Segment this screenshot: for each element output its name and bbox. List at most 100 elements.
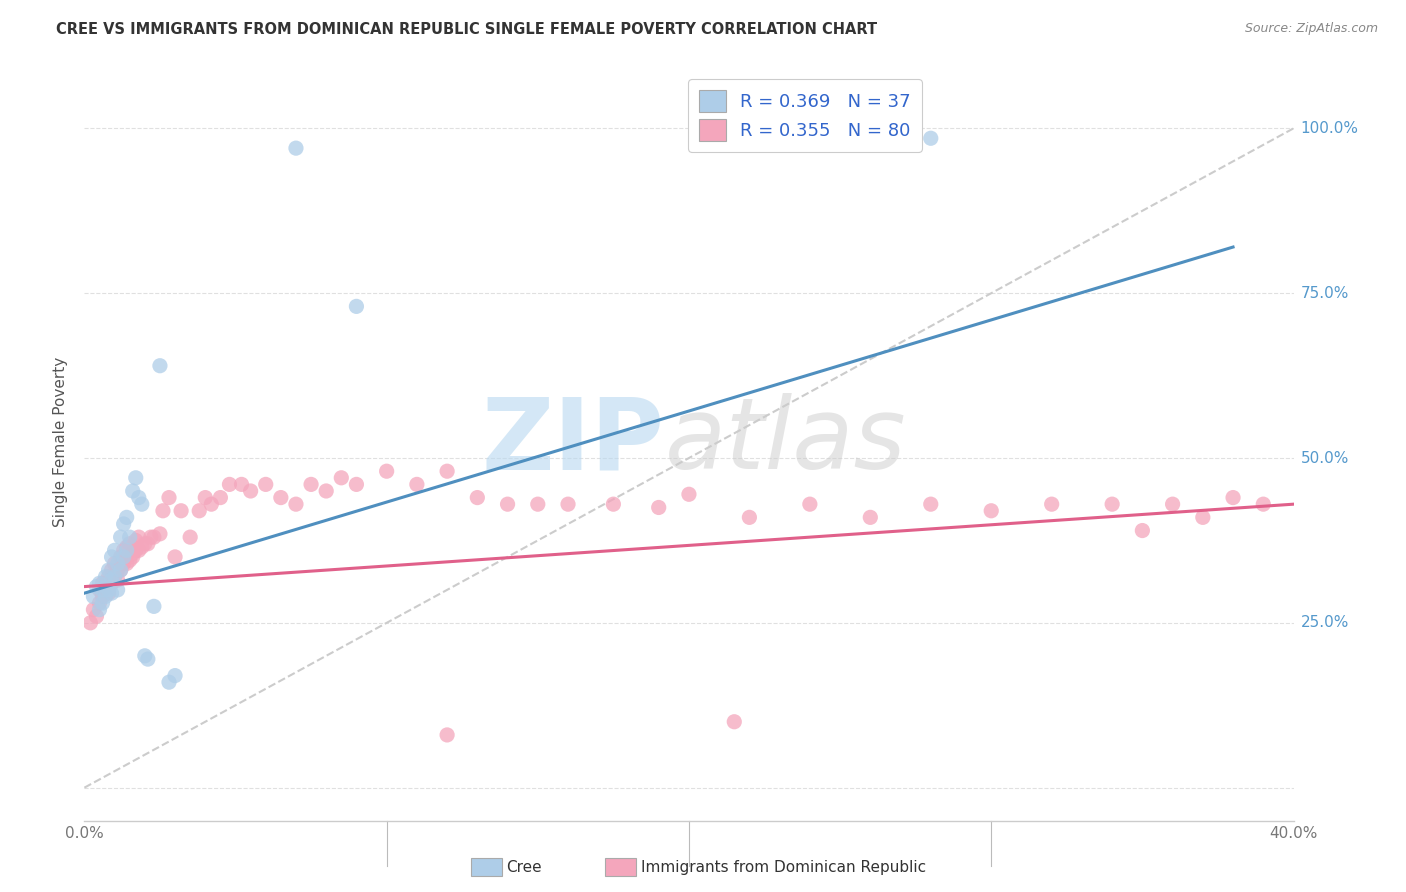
Point	[131, 497, 153, 511]
Point	[115, 540, 138, 554]
Point	[157, 675, 180, 690]
Point	[134, 537, 156, 551]
Point	[91, 576, 114, 591]
Point	[165, 549, 187, 564]
Point	[100, 563, 122, 577]
Point	[467, 491, 489, 505]
Point	[82, 590, 104, 604]
Point	[980, 504, 1002, 518]
Point	[139, 530, 162, 544]
Point	[121, 547, 143, 561]
Point	[299, 477, 322, 491]
Point	[86, 609, 108, 624]
Point	[94, 590, 117, 604]
Point	[115, 543, 138, 558]
Point	[1253, 497, 1275, 511]
Point	[89, 582, 111, 597]
Point	[104, 570, 127, 584]
Point	[94, 570, 117, 584]
Point	[100, 573, 122, 587]
Text: 75.0%: 75.0%	[1301, 285, 1348, 301]
Point	[920, 131, 942, 145]
Point	[112, 557, 135, 571]
Point	[330, 471, 353, 485]
Point	[152, 504, 174, 518]
Y-axis label: Single Female Poverty: Single Female Poverty	[53, 357, 69, 526]
Point	[254, 477, 277, 491]
Point	[82, 602, 104, 616]
Point	[142, 599, 165, 614]
Point	[110, 549, 132, 564]
Point	[231, 477, 253, 491]
Point	[723, 714, 745, 729]
Point	[496, 497, 519, 511]
Point	[346, 299, 368, 313]
Point	[118, 537, 141, 551]
Point	[110, 530, 132, 544]
Point	[94, 582, 117, 597]
Point	[738, 510, 761, 524]
Point	[1101, 497, 1123, 511]
Point	[859, 510, 882, 524]
Point	[1040, 497, 1063, 511]
Point	[107, 582, 129, 597]
Point	[285, 141, 308, 155]
Point	[315, 483, 337, 498]
Point	[104, 557, 127, 571]
Point	[79, 615, 101, 630]
Point	[209, 491, 232, 505]
Point	[125, 533, 148, 548]
Text: Immigrants from Dominican Republic: Immigrants from Dominican Republic	[641, 861, 927, 875]
Point	[91, 596, 114, 610]
Point	[97, 586, 120, 600]
Point	[89, 602, 111, 616]
Point	[100, 549, 122, 564]
Point	[527, 497, 550, 511]
Point	[602, 497, 624, 511]
Point	[121, 483, 143, 498]
Text: Cree: Cree	[506, 861, 541, 875]
Point	[131, 540, 153, 554]
Point	[406, 477, 429, 491]
Point	[97, 563, 120, 577]
Point	[115, 557, 138, 571]
Point	[91, 582, 114, 597]
Point	[678, 487, 700, 501]
Point	[799, 497, 821, 511]
Point	[920, 497, 942, 511]
Point	[239, 483, 262, 498]
Point	[1222, 491, 1244, 505]
Text: atlas: atlas	[665, 393, 907, 490]
Point	[179, 530, 201, 544]
Point	[218, 477, 240, 491]
Point	[94, 576, 117, 591]
Point	[375, 464, 398, 478]
Point	[270, 491, 292, 505]
Point	[557, 497, 579, 511]
Point	[136, 537, 159, 551]
Point	[104, 543, 127, 558]
Point	[107, 573, 129, 587]
Text: 25.0%: 25.0%	[1301, 615, 1348, 631]
Text: 100.0%: 100.0%	[1301, 121, 1358, 136]
Point	[104, 570, 127, 584]
Point	[89, 576, 111, 591]
Point	[200, 497, 222, 511]
Point	[346, 477, 368, 491]
Point	[112, 543, 135, 558]
Point	[110, 563, 132, 577]
Point	[128, 530, 150, 544]
Point	[118, 530, 141, 544]
Point	[436, 464, 458, 478]
Point	[136, 652, 159, 666]
Point	[112, 549, 135, 564]
Point	[86, 580, 108, 594]
Point	[128, 491, 150, 505]
Point	[149, 526, 172, 541]
Text: CREE VS IMMIGRANTS FROM DOMINICAN REPUBLIC SINGLE FEMALE POVERTY CORRELATION CHA: CREE VS IMMIGRANTS FROM DOMINICAN REPUBL…	[56, 22, 877, 37]
Text: 50.0%: 50.0%	[1301, 450, 1348, 466]
Point	[436, 728, 458, 742]
Point	[118, 553, 141, 567]
Point	[97, 570, 120, 584]
Point	[285, 497, 308, 511]
